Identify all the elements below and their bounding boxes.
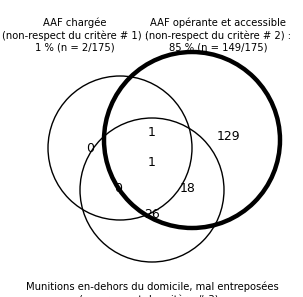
Text: 1: 1 bbox=[148, 126, 156, 138]
Text: 0: 0 bbox=[86, 141, 94, 154]
Text: 18: 18 bbox=[180, 181, 196, 195]
Text: 129: 129 bbox=[216, 129, 240, 143]
Text: 26: 26 bbox=[144, 208, 160, 220]
Text: 1: 1 bbox=[148, 156, 156, 168]
Text: 0: 0 bbox=[114, 181, 122, 195]
Text: AAF chargée
(non-respect du critère # 1) :
1 % (n = 2/175): AAF chargée (non-respect du critère # 1)… bbox=[2, 18, 148, 52]
Text: Munitions en-dehors du domicile, mal entreposées
(non-respect du critère # 3) :
: Munitions en-dehors du domicile, mal ent… bbox=[26, 282, 278, 297]
Text: AAF opérante et accessible
(non-respect du critère # 2) :
85 % (n = 149/175): AAF opérante et accessible (non-respect … bbox=[145, 18, 291, 52]
